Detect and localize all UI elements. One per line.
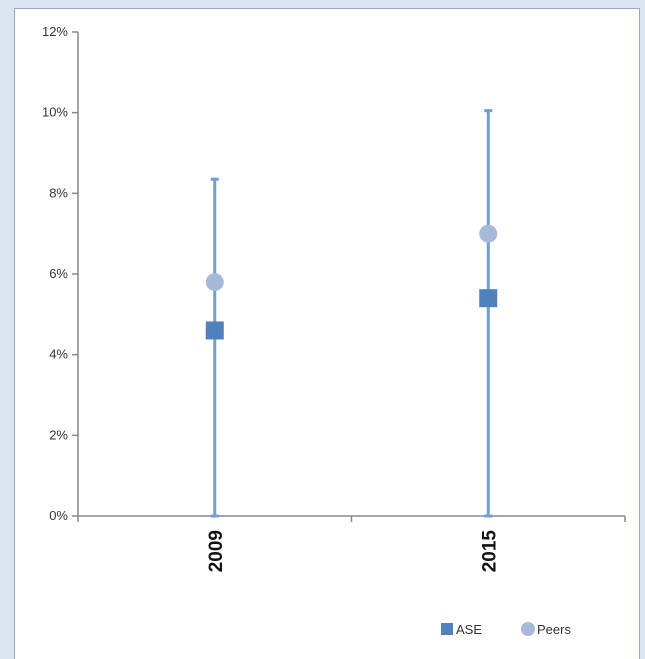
x-category-label: 2015 [479, 530, 500, 573]
y-tick-label: 6% [49, 266, 68, 281]
axes: 0% 2% 4% 6% 8% 10% 12% 2009 2015 [42, 24, 626, 573]
y-tick-label: 2% [49, 427, 68, 442]
legend: ASE Peers [441, 622, 571, 637]
ase-marker-2009 [205, 321, 224, 340]
data-markers [205, 224, 498, 340]
chart-frame [14, 8, 640, 659]
error-bars [210, 109, 493, 518]
ase-marker-2015 [479, 289, 498, 308]
legend-swatch-ase [441, 623, 453, 635]
peers-marker-2009 [205, 273, 224, 292]
legend-label-peers: Peers [537, 622, 571, 637]
legend-swatch-peers [521, 622, 535, 636]
y-tick-label: 0% [49, 508, 68, 523]
y-tick-label: 12% [42, 24, 68, 39]
legend-label-ase: ASE [456, 622, 482, 637]
y-tick-label: 10% [42, 105, 68, 120]
y-tick-label: 8% [49, 185, 68, 200]
x-category-label: 2009 [206, 530, 227, 572]
y-tick-label: 4% [49, 347, 68, 362]
peers-marker-2015 [479, 224, 498, 243]
